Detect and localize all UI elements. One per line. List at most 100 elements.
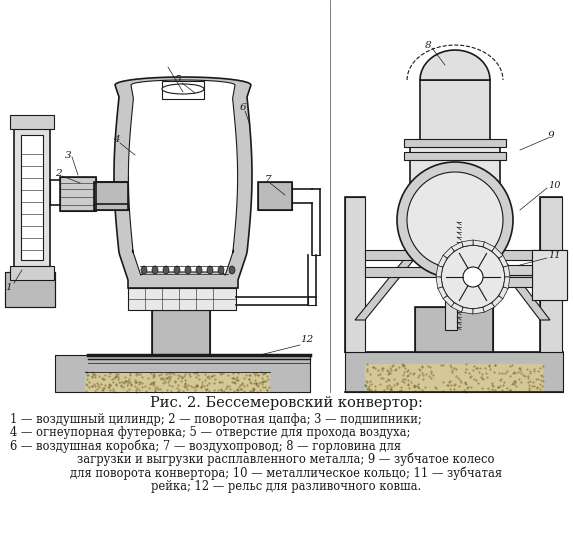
Bar bbox=[420, 80, 490, 140]
Text: загрузки и выгрузки расплавленного металла; 9 — зубчатое колесо: загрузки и выгрузки расплавленного метал… bbox=[77, 453, 494, 466]
Bar bbox=[94, 182, 128, 210]
Text: 3: 3 bbox=[65, 150, 72, 159]
Circle shape bbox=[441, 245, 505, 309]
Polygon shape bbox=[473, 240, 484, 246]
Text: 4: 4 bbox=[113, 135, 120, 144]
Polygon shape bbox=[128, 80, 238, 275]
Polygon shape bbox=[460, 215, 550, 320]
Circle shape bbox=[407, 172, 503, 268]
Polygon shape bbox=[483, 303, 494, 312]
Bar bbox=[345, 197, 365, 352]
Bar bbox=[345, 197, 365, 352]
Polygon shape bbox=[452, 303, 463, 312]
Ellipse shape bbox=[141, 266, 147, 274]
Polygon shape bbox=[436, 265, 442, 277]
Bar bbox=[152, 310, 210, 355]
Bar bbox=[258, 182, 292, 210]
Text: 12: 12 bbox=[300, 336, 313, 345]
Text: 9: 9 bbox=[548, 130, 555, 139]
Bar bbox=[404, 139, 506, 147]
Text: 11: 11 bbox=[548, 250, 560, 260]
Polygon shape bbox=[436, 277, 442, 289]
Ellipse shape bbox=[229, 266, 235, 274]
Polygon shape bbox=[499, 287, 508, 299]
Ellipse shape bbox=[218, 266, 224, 274]
Bar bbox=[500, 265, 532, 275]
Text: 6 — воздушная коробка; 7 — воздухопровод; 8 — горловина для: 6 — воздушная коробка; 7 — воздухопровод… bbox=[10, 439, 401, 453]
Polygon shape bbox=[443, 247, 454, 258]
Text: 8: 8 bbox=[425, 41, 431, 49]
Polygon shape bbox=[473, 307, 484, 314]
Polygon shape bbox=[114, 77, 252, 288]
Text: 6: 6 bbox=[240, 103, 246, 113]
Bar bbox=[55, 355, 310, 392]
Bar bbox=[128, 288, 236, 310]
Ellipse shape bbox=[207, 266, 213, 274]
Bar bbox=[410, 140, 500, 200]
Text: для поворота конвертора; 10 — металлическое кольцо; 11 — зубчатая: для поворота конвертора; 10 — металличес… bbox=[70, 466, 502, 480]
Text: 10: 10 bbox=[548, 180, 560, 189]
Polygon shape bbox=[483, 242, 494, 251]
Polygon shape bbox=[492, 296, 503, 307]
Bar bbox=[258, 182, 292, 210]
Polygon shape bbox=[462, 240, 473, 246]
Circle shape bbox=[463, 267, 483, 287]
Bar bbox=[532, 250, 567, 300]
Bar bbox=[345, 352, 563, 392]
Bar bbox=[21, 135, 43, 260]
Bar bbox=[14, 125, 50, 270]
Polygon shape bbox=[438, 255, 447, 267]
Polygon shape bbox=[504, 265, 510, 277]
Bar bbox=[94, 182, 128, 210]
Text: 7: 7 bbox=[265, 175, 272, 184]
Bar bbox=[5, 272, 55, 307]
Bar bbox=[540, 197, 562, 352]
Bar bbox=[55, 355, 310, 392]
Bar bbox=[500, 277, 532, 287]
Polygon shape bbox=[355, 215, 450, 320]
Polygon shape bbox=[438, 287, 447, 299]
Bar bbox=[258, 182, 292, 210]
Bar bbox=[445, 220, 457, 330]
Bar bbox=[162, 81, 204, 99]
Bar bbox=[60, 177, 96, 211]
Text: 1: 1 bbox=[5, 282, 11, 291]
Bar bbox=[345, 352, 563, 392]
Text: 5: 5 bbox=[175, 75, 182, 84]
Bar bbox=[60, 177, 96, 211]
Polygon shape bbox=[420, 50, 490, 80]
Bar bbox=[532, 250, 567, 300]
Bar bbox=[365, 250, 542, 260]
Ellipse shape bbox=[152, 266, 158, 274]
Bar bbox=[404, 152, 506, 160]
Polygon shape bbox=[504, 277, 510, 289]
Bar bbox=[345, 197, 365, 352]
Circle shape bbox=[397, 162, 513, 278]
Bar bbox=[10, 266, 54, 280]
Bar bbox=[152, 310, 210, 355]
Bar bbox=[365, 267, 542, 277]
Ellipse shape bbox=[185, 266, 191, 274]
Text: рейка; 12 — рельс для разливочного ковша.: рейка; 12 — рельс для разливочного ковша… bbox=[151, 480, 421, 493]
Bar bbox=[5, 272, 55, 307]
Polygon shape bbox=[452, 242, 463, 251]
Bar bbox=[415, 307, 493, 352]
Bar bbox=[532, 250, 567, 300]
Ellipse shape bbox=[174, 266, 180, 274]
Bar bbox=[415, 307, 493, 352]
Text: Рис. 2. Бессемеровский конвертор:: Рис. 2. Бессемеровский конвертор: bbox=[150, 396, 422, 410]
Bar bbox=[10, 115, 54, 129]
Text: 2: 2 bbox=[55, 169, 62, 179]
Bar bbox=[540, 197, 562, 352]
Polygon shape bbox=[462, 307, 473, 314]
Polygon shape bbox=[492, 247, 503, 258]
Bar bbox=[540, 197, 562, 352]
Bar bbox=[415, 307, 493, 352]
Polygon shape bbox=[443, 296, 454, 307]
Ellipse shape bbox=[162, 84, 204, 94]
Text: 4 — огнеупорная футеровка; 5 — отверстие для прохода воздуха;: 4 — огнеупорная футеровка; 5 — отверстие… bbox=[10, 426, 410, 439]
Polygon shape bbox=[499, 255, 508, 267]
Bar bbox=[85, 372, 270, 392]
Ellipse shape bbox=[163, 266, 169, 274]
Bar bbox=[60, 177, 96, 211]
